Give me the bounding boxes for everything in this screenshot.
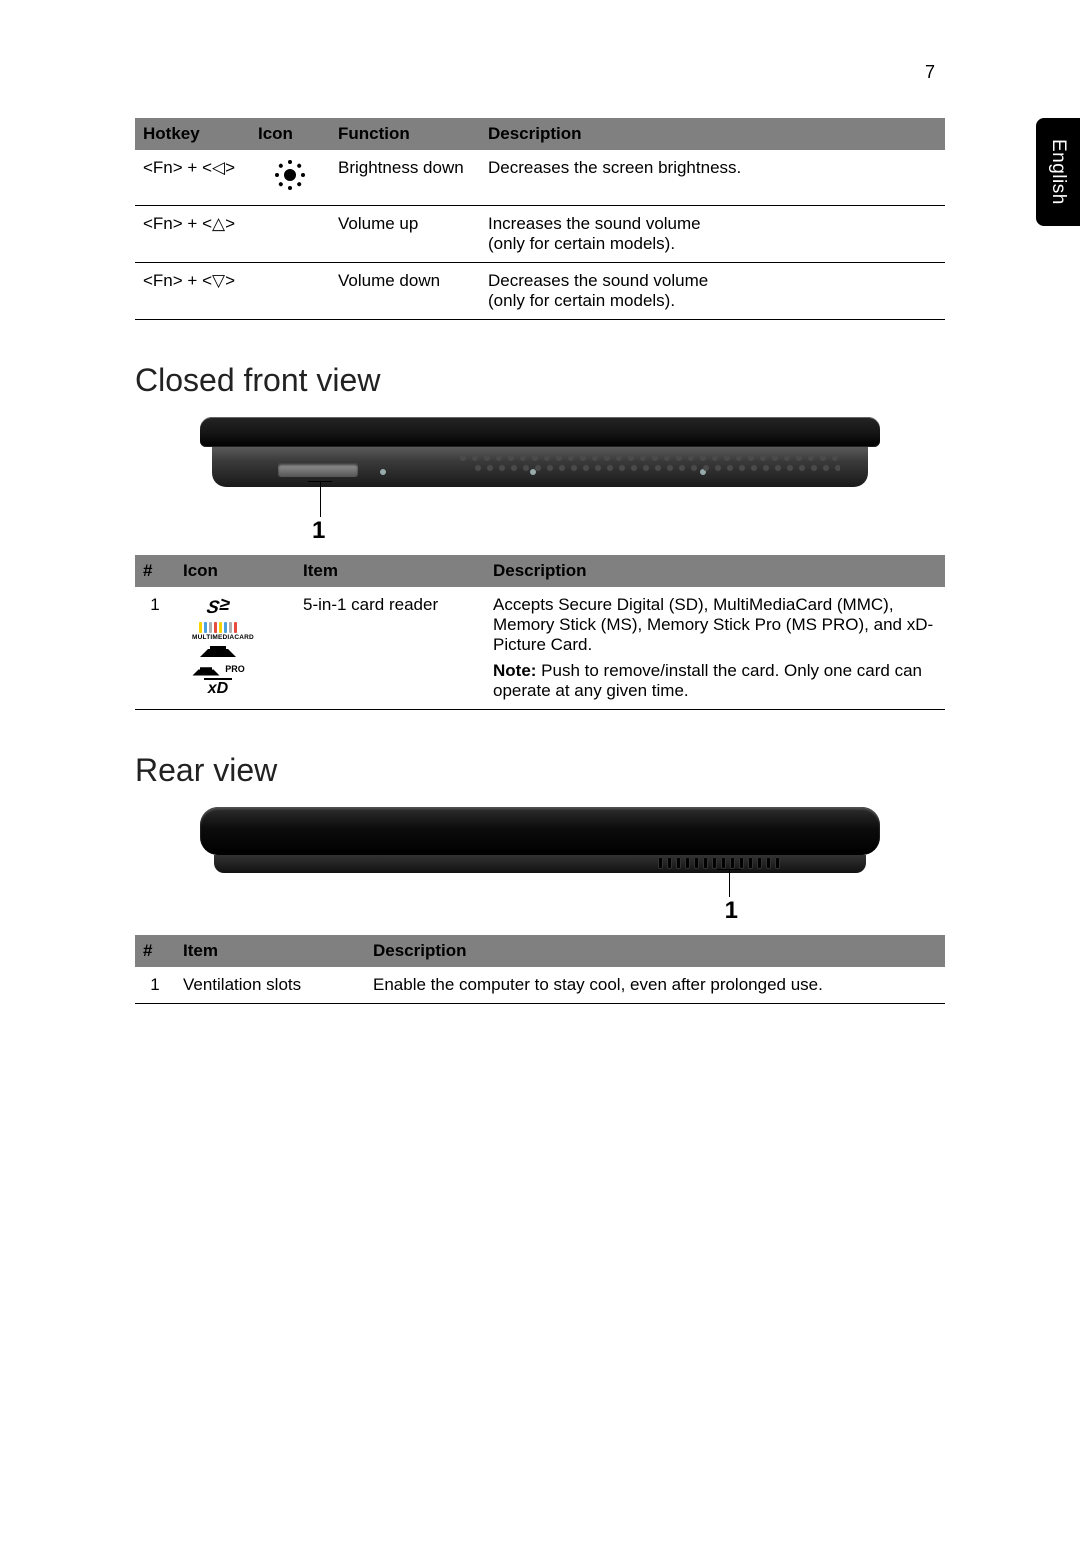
- hotkey-row: <Fn> + <◁> Brightness down: [135, 150, 945, 206]
- front-header-num: #: [135, 555, 175, 587]
- manual-page: 7 English Hotkey Icon Function Descripti…: [0, 0, 1080, 1064]
- mmc-icon: MULTIMEDIACARD: [192, 622, 244, 641]
- hotkey-table: Hotkey Icon Function Description <Fn> + …: [135, 118, 945, 320]
- rear-header-description: Description: [365, 935, 945, 967]
- hotkey-description: Decreases the screen brightness.: [480, 150, 945, 206]
- hotkey-row: <Fn> + <△> Volume up Increases the sound…: [135, 206, 945, 263]
- language-tab: English: [1036, 118, 1080, 226]
- laptop-closed-front-illustration: 1: [200, 417, 880, 547]
- hotkey-key: <Fn> + <▽>: [135, 263, 250, 320]
- front-header-icon: Icon: [175, 555, 295, 587]
- xd-icon: xD: [204, 678, 232, 698]
- hotkey-header-description: Description: [480, 118, 945, 150]
- rear-row: 1 Ventilation slots Enable the computer …: [135, 967, 945, 1004]
- hotkey-description: Increases the sound volume (only for cer…: [480, 206, 945, 263]
- hotkey-function: Volume up: [330, 206, 480, 263]
- rear-row-num: 1: [135, 967, 175, 1004]
- hotkey-header-function: Function: [330, 118, 480, 150]
- front-row: 1 S≥ MULTIMEDIACARD: [135, 587, 945, 710]
- language-tab-label: English: [1047, 139, 1069, 205]
- rear-header-item: Item: [175, 935, 365, 967]
- hotkey-header-hotkey: Hotkey: [135, 118, 250, 150]
- rear-view-heading: Rear view: [135, 752, 945, 789]
- front-callout-1: 1: [312, 517, 325, 545]
- hotkey-icon-cell: [250, 150, 330, 206]
- brightness-down-icon: [273, 158, 307, 192]
- front-row-num: 1: [135, 587, 175, 710]
- hotkey-key: <Fn> + <◁>: [135, 150, 250, 206]
- hotkey-header-icon: Icon: [250, 118, 330, 150]
- hotkey-icon-cell: [250, 263, 330, 320]
- front-row-description: Accepts Secure Digital (SD), MultiMediaC…: [485, 587, 945, 710]
- hotkey-key: <Fn> + <△>: [135, 206, 250, 263]
- closed-front-table: # Icon Item Description 1 S≥ MULTIMEDIAC…: [135, 555, 945, 710]
- rear-row-description: Enable the computer to stay cool, even a…: [365, 967, 945, 1004]
- front-desc-note-label: Note:: [493, 661, 536, 680]
- memorystick-icon: [198, 645, 238, 659]
- front-header-item: Item: [295, 555, 485, 587]
- laptop-rear-illustration: 1: [200, 807, 880, 927]
- card-reader-icon-stack: S≥ MULTIMEDIACARD PRO: [183, 595, 253, 698]
- front-header-description: Description: [485, 555, 945, 587]
- hotkey-row: <Fn> + <▽> Volume down Decreases the sou…: [135, 263, 945, 320]
- front-row-icon-cell: S≥ MULTIMEDIACARD PRO: [175, 587, 295, 710]
- hotkey-description: Decreases the sound volume (only for cer…: [480, 263, 945, 320]
- rear-table: # Item Description 1 Ventilation slots E…: [135, 935, 945, 1004]
- page-number: 7: [925, 62, 935, 83]
- front-desc-main: Accepts Secure Digital (SD), MultiMediaC…: [493, 595, 933, 654]
- sd-icon: S≥: [205, 597, 231, 618]
- hotkey-function: Volume down: [330, 263, 480, 320]
- memorystick-pro-icon: PRO: [191, 663, 245, 674]
- closed-front-heading: Closed front view: [135, 362, 945, 399]
- front-row-item: 5-in-1 card reader: [295, 587, 485, 710]
- hotkey-icon-cell: [250, 206, 330, 263]
- rear-header-num: #: [135, 935, 175, 967]
- rear-row-item: Ventilation slots: [175, 967, 365, 1004]
- front-desc-note-text: Push to remove/install the card. Only on…: [493, 661, 922, 700]
- hotkey-function: Brightness down: [330, 150, 480, 206]
- rear-callout-1: 1: [725, 897, 738, 925]
